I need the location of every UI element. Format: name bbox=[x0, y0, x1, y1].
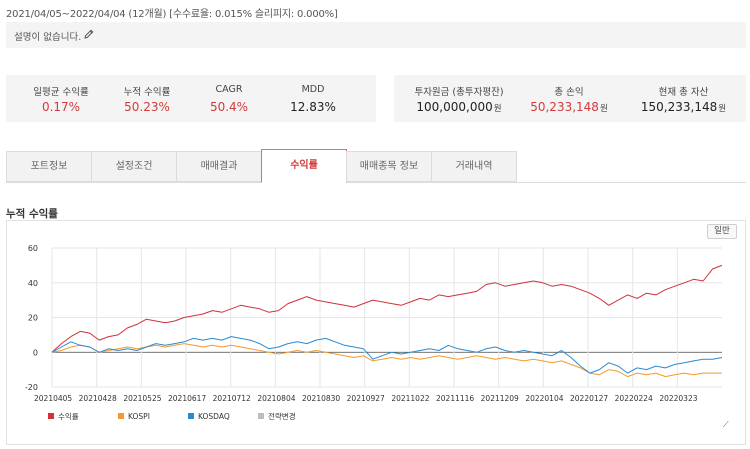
stat-daily-avg-return: 일평균 수익률 0.17% bbox=[16, 75, 106, 122]
asset-stats-panel: 투자원금 (총투자평잔) 100,000,000원 총 손익 50,233,14… bbox=[394, 75, 746, 122]
stat-unit: 원 bbox=[599, 104, 608, 114]
y-axis: 60 40 20 0 -20 bbox=[25, 244, 38, 392]
tab-trade-results[interactable]: 매매결과 bbox=[176, 151, 262, 182]
x-tick-label: 20210405 bbox=[34, 394, 72, 403]
x-tick-label: 20211209 bbox=[481, 394, 519, 403]
stat-value: 50.4% bbox=[209, 100, 249, 114]
stat-label: 일평균 수익률 bbox=[33, 87, 89, 98]
tab-trade-history[interactable]: 거래내역 bbox=[431, 151, 517, 182]
tab-settings[interactable]: 설정조건 bbox=[91, 151, 177, 182]
stat-principal: 투자원금 (총투자평잔) 100,000,000원 bbox=[404, 75, 514, 122]
stat-label: 총 손익 bbox=[554, 87, 584, 98]
x-tick-label: 20220224 bbox=[615, 394, 653, 403]
legend-label: KOSPI bbox=[128, 412, 150, 421]
x-tick-label: 20210804 bbox=[257, 394, 295, 403]
x-tick-label: 20210617 bbox=[168, 394, 206, 403]
legend-label: KOSDAQ bbox=[198, 412, 230, 421]
stat-value: 50.23% bbox=[124, 100, 170, 114]
description-text: 설명이 없습니다. bbox=[14, 32, 82, 43]
stat-mdd: MDD 12.83% bbox=[268, 75, 358, 122]
chart-legend[interactable]: 수익률 KOSPI KOSDAQ 전략변경 bbox=[48, 411, 296, 421]
legend-item[interactable]: KOSDAQ bbox=[188, 412, 230, 421]
stat-cumulative-return: 누적 수익률 50.23% bbox=[102, 75, 192, 122]
stat-value: 0.17% bbox=[41, 100, 81, 114]
chart-container bbox=[6, 220, 746, 445]
stat-total-pnl: 총 손익 50,233,148원 bbox=[514, 75, 624, 122]
legend-label: 전략변경 bbox=[268, 411, 296, 421]
y-tick-label: 0 bbox=[33, 348, 38, 357]
stat-label: 현재 총 자산 bbox=[658, 87, 709, 98]
stat-value: 50,233,148 bbox=[530, 100, 599, 114]
legend-item[interactable]: 수익률 bbox=[48, 411, 79, 421]
series-line-KOSDAQ bbox=[51, 336, 723, 374]
stat-unit: 원 bbox=[493, 104, 502, 114]
legend-item[interactable]: 전략변경 bbox=[258, 411, 296, 421]
stat-cagr: CAGR 50.4% bbox=[184, 75, 274, 122]
x-tick-label: 20210525 bbox=[123, 394, 161, 403]
tab-bar: 포트정보 설정조건 매매결과 수익률 매매종목 정보 거래내역 bbox=[6, 149, 746, 183]
description-box: 설명이 없습니다. bbox=[6, 22, 746, 48]
pencil-icon[interactable] bbox=[83, 28, 95, 40]
y-tick-label: 20 bbox=[28, 314, 38, 323]
backtest-period: 2021/04/05~2022/04/04 (12개월) [수수료율: 0.01… bbox=[6, 9, 338, 20]
return-stats-panel: 일평균 수익률 0.17% 누적 수익률 50.23% CAGR 50.4% M… bbox=[6, 75, 376, 122]
tab-traded-stocks[interactable]: 매매종목 정보 bbox=[346, 151, 432, 182]
chart-mode-button[interactable]: 일반 bbox=[707, 224, 737, 239]
legend-swatch bbox=[48, 413, 54, 419]
y-tick-label: 60 bbox=[28, 244, 38, 253]
tab-port-info[interactable]: 포트정보 bbox=[6, 151, 92, 182]
series-line-KOSPI bbox=[51, 343, 722, 378]
resize-handle-icon[interactable]: ⟋ bbox=[723, 420, 729, 429]
x-axis: 20210405 20210428 20210525 20210617 20210712… bbox=[34, 394, 698, 403]
stat-label: MDD bbox=[301, 84, 325, 95]
y-tick-label: 40 bbox=[28, 279, 38, 288]
stat-total-assets: 현재 총 자산 150,233,148원 bbox=[626, 75, 741, 122]
stat-value: 100,000,000 bbox=[416, 100, 493, 114]
legend-swatch bbox=[118, 413, 124, 419]
stat-value: 12.83% bbox=[290, 100, 336, 114]
stat-value: 150,233,148 bbox=[640, 100, 718, 114]
x-tick-label: 20220323 bbox=[659, 394, 697, 403]
legend-swatch bbox=[188, 413, 194, 419]
tab-returns[interactable]: 수익률 bbox=[261, 149, 347, 183]
legend-label: 수익률 bbox=[58, 411, 79, 421]
x-tick-label: 20210927 bbox=[347, 394, 385, 403]
stat-label: CAGR bbox=[215, 84, 243, 95]
x-tick-label: 20220127 bbox=[570, 394, 608, 403]
x-tick-label: 20210712 bbox=[213, 394, 251, 403]
x-tick-label: 20211022 bbox=[391, 394, 429, 403]
stat-label: 누적 수익률 bbox=[123, 87, 171, 98]
legend-item[interactable]: KOSPI bbox=[118, 412, 150, 421]
series-line-수익률 bbox=[51, 264, 723, 353]
tabs-divider bbox=[6, 182, 746, 183]
x-tick-label: 20210428 bbox=[79, 394, 117, 403]
x-tick-label: 20211116 bbox=[436, 394, 474, 403]
stat-label: 투자원금 (총투자평잔) bbox=[414, 87, 504, 98]
chart-series bbox=[51, 264, 723, 378]
legend-swatch bbox=[258, 413, 264, 419]
stat-unit: 원 bbox=[718, 104, 727, 114]
section-title: 누적 수익률 bbox=[6, 208, 58, 220]
x-tick-label: 20220104 bbox=[525, 394, 563, 403]
x-tick-label: 20210830 bbox=[302, 394, 340, 403]
chart-grid bbox=[51, 247, 722, 388]
y-tick-label: -20 bbox=[25, 383, 38, 392]
